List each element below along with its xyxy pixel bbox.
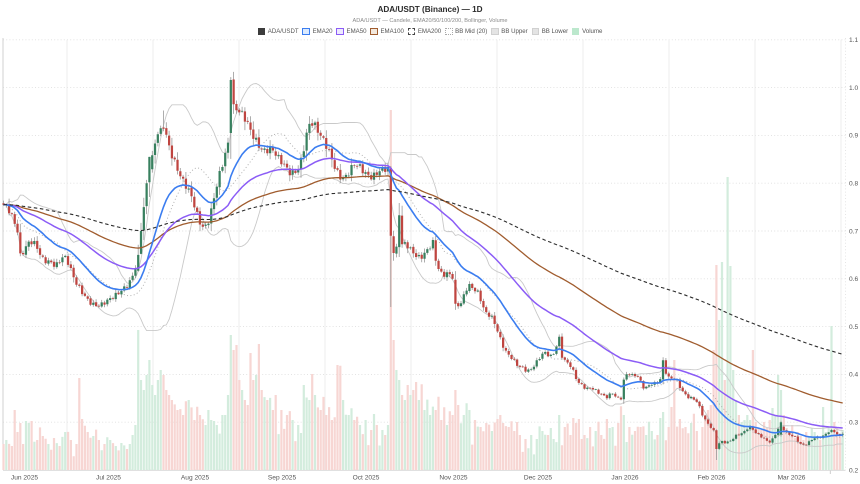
svg-text:Jan 2026: Jan 2026 — [611, 475, 638, 482]
svg-text:Nov 2025: Nov 2025 — [439, 475, 468, 482]
svg-text:0.2: 0.2 — [849, 467, 858, 474]
svg-text:Oct 2025: Oct 2025 — [353, 475, 380, 482]
svg-text:Jul 2025: Jul 2025 — [96, 475, 121, 482]
svg-text:0.6: 0.6 — [849, 276, 858, 283]
svg-text:0.7: 0.7 — [849, 228, 858, 235]
svg-text:0.8: 0.8 — [849, 181, 858, 188]
svg-text:1.1: 1.1 — [849, 37, 858, 44]
svg-text:Jun 2025: Jun 2025 — [11, 475, 38, 482]
svg-text:Sep 2025: Sep 2025 — [268, 475, 297, 482]
svg-text:0.4: 0.4 — [849, 372, 858, 379]
svg-text:Feb 2026: Feb 2026 — [698, 475, 726, 482]
svg-text:Mar 2026: Mar 2026 — [778, 475, 806, 482]
svg-text:Aug 2025: Aug 2025 — [181, 475, 210, 482]
svg-text:Dec 2025: Dec 2025 — [524, 475, 553, 482]
svg-text:0.9: 0.9 — [849, 133, 858, 140]
svg-text:0.5: 0.5 — [849, 324, 858, 331]
svg-text:1.0: 1.0 — [849, 85, 858, 92]
svg-text:0.3: 0.3 — [849, 420, 858, 427]
